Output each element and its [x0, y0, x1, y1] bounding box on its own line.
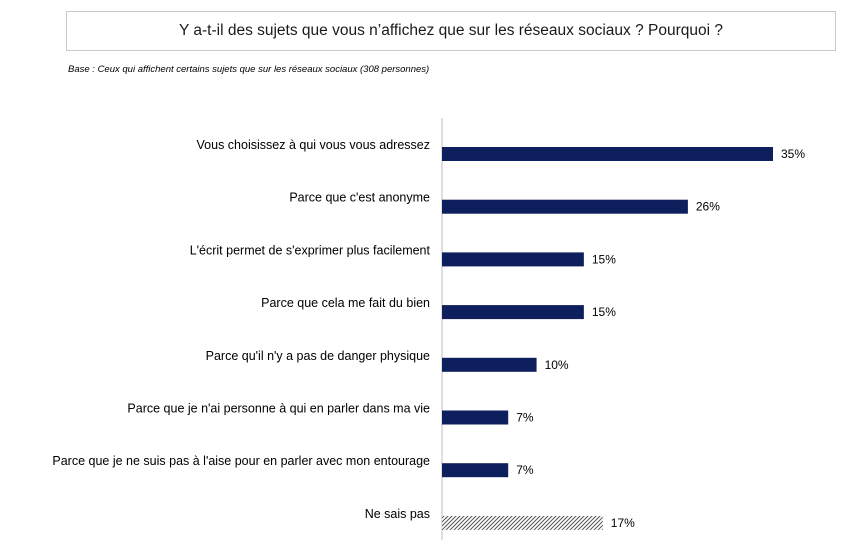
category-label: L'écrit permet de s'exprimer plus facile… — [190, 243, 431, 257]
value-label: 17% — [611, 516, 635, 530]
bar — [442, 252, 584, 267]
value-label: 35% — [781, 147, 805, 161]
bar — [442, 305, 584, 320]
category-label: Parce que je n'ai personne à qui en parl… — [127, 402, 430, 416]
bar — [442, 410, 509, 425]
value-label: 7% — [516, 411, 534, 425]
bar — [442, 515, 603, 530]
bar — [442, 199, 688, 214]
category-label: Vous choisissez à qui vous vous adressez — [197, 138, 430, 152]
chart-marks: Vous choisissez à qui vous vous adressez… — [52, 118, 805, 540]
category-label: Parce que je ne suis pas à l'aise pour e… — [52, 454, 430, 468]
category-label: Parce que c'est anonyme — [289, 191, 430, 205]
value-label: 26% — [696, 200, 720, 214]
category-label: Parce qu'il n'y a pas de danger physique — [206, 349, 430, 363]
bar — [442, 147, 773, 161]
value-label: 10% — [545, 358, 569, 372]
chart-title: Y a-t-il des sujets que vous n’affichez … — [179, 22, 723, 39]
chart-title-box: Y a-t-il des sujets que vous n’affichez … — [66, 11, 836, 51]
value-label: 15% — [592, 305, 616, 319]
category-label: Parce que cela me fait du bien — [261, 296, 430, 310]
value-label: 7% — [516, 463, 534, 477]
bar — [442, 463, 509, 478]
base-note: Base : Ceux qui affichent certains sujet… — [68, 64, 430, 75]
bar — [442, 357, 537, 372]
category-label: Ne sais pas — [365, 507, 430, 521]
value-label: 15% — [592, 252, 616, 266]
